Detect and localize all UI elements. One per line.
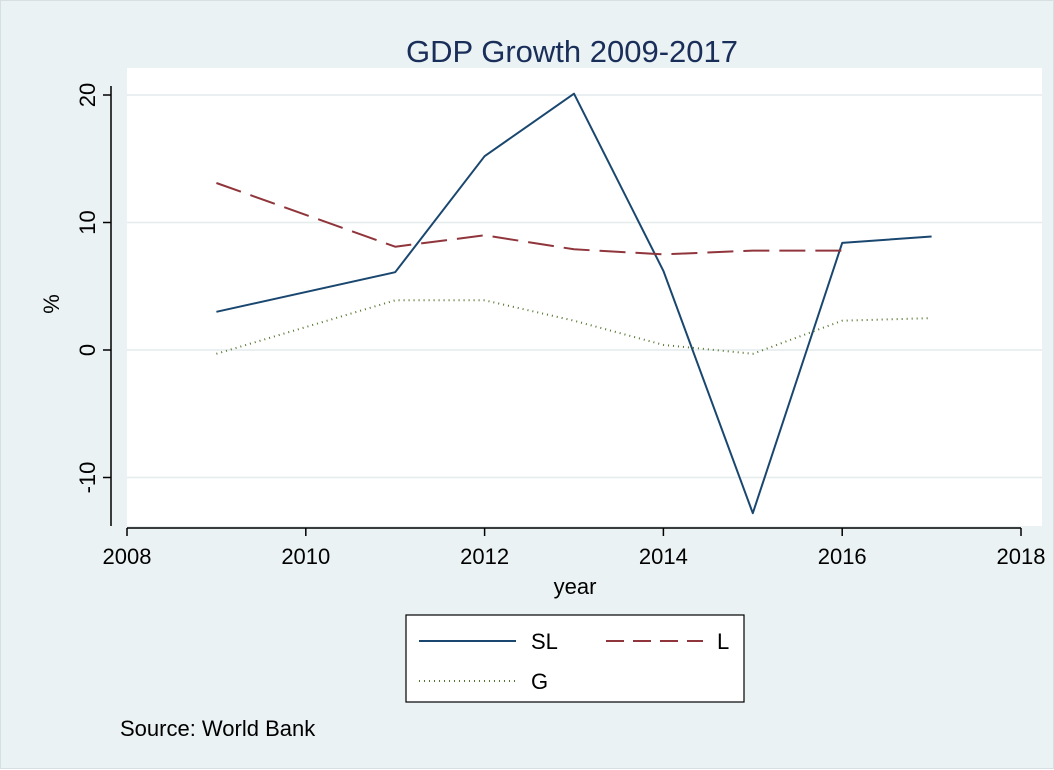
source-note: Source: World Bank [120,716,316,741]
series-lines [216,92,932,515]
y-tick-label: -10 [75,462,100,494]
x-tick-label: 2018 [997,544,1046,569]
y-axis-label: % [39,294,64,314]
plot-area [127,68,1042,526]
y-tick-label: 20 [75,83,100,107]
y-tick-label: 0 [75,344,100,356]
x-tick-label: 2008 [103,544,152,569]
legend: SL L G [405,614,745,703]
gridlines [127,94,1042,479]
legend-l-label: L [717,629,729,654]
y-tick-label: 10 [75,210,100,234]
x-axis-label: year [554,574,597,599]
series-line-sl [216,92,932,515]
x-tick-label: 2016 [818,544,867,569]
chart-title: GDP Growth 2009-2017 [406,34,738,69]
x-tick-label: 2010 [281,544,330,569]
series-line-l [216,182,843,256]
x-tick-label: 2012 [460,544,509,569]
legend-box [405,614,745,703]
legend-sl-label: SL [531,629,558,654]
legend-g-label: G [531,669,548,694]
x-tick-label: 2014 [639,544,688,569]
